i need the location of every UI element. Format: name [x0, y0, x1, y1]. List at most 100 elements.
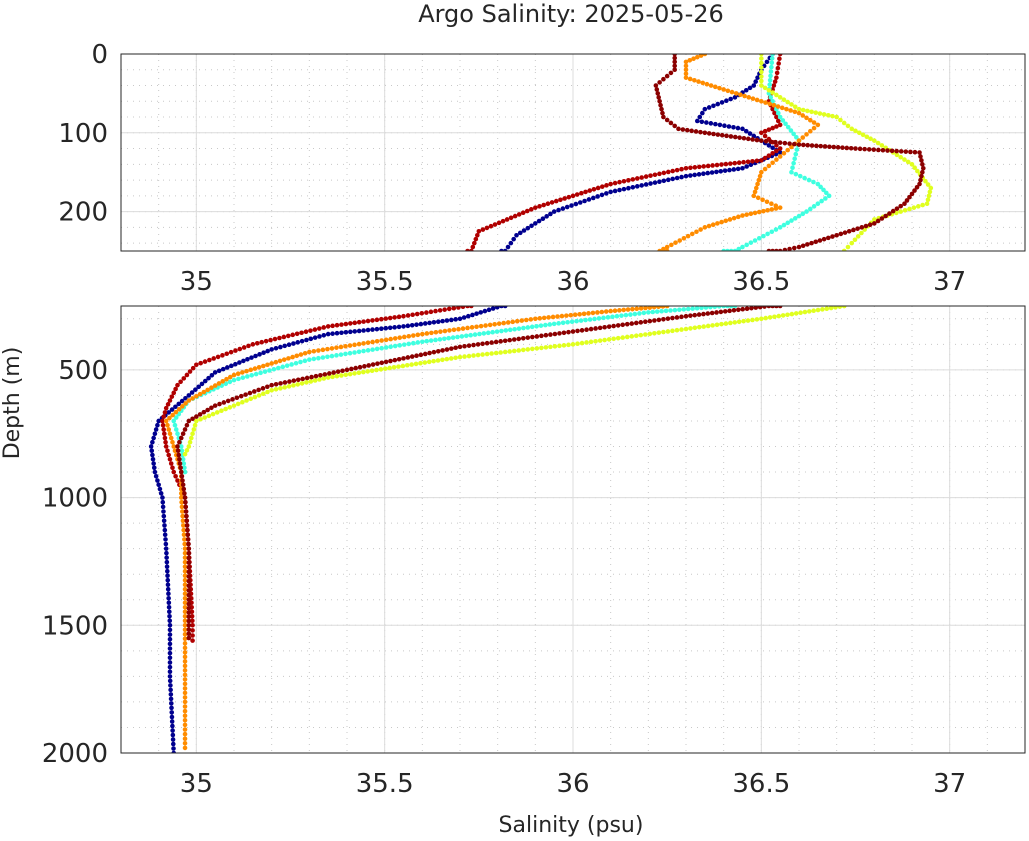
data-point: [722, 123, 727, 129]
data-point: [687, 76, 693, 82]
data-point: [788, 128, 794, 133]
data-point: [630, 184, 636, 190]
profile-series-0: [148, 306, 508, 753]
data-point: [650, 309, 656, 315]
data-point: [704, 120, 709, 125]
data-point: [405, 313, 411, 318]
data-point: [751, 83, 757, 88]
data-point: [792, 109, 798, 115]
data-point: [182, 704, 188, 709]
data-point: [537, 204, 542, 209]
data-point: [260, 363, 266, 369]
data-point: [785, 312, 790, 318]
data-point: [792, 104, 798, 110]
data-point: [182, 586, 188, 592]
data-point: [759, 74, 764, 79]
data-point: [875, 218, 881, 224]
data-point: [262, 369, 268, 374]
data-point: [579, 190, 584, 196]
data-point: [163, 405, 169, 411]
data-point: [701, 164, 707, 169]
data-point: [907, 206, 912, 212]
data-point: [673, 240, 678, 245]
data-point: [770, 306, 775, 309]
data-point: [284, 363, 290, 368]
data-point: [759, 169, 764, 175]
data-point: [581, 311, 587, 317]
data-point: [529, 324, 535, 330]
data-point: [273, 345, 279, 351]
data-point: [712, 306, 718, 310]
data-point: [759, 54, 764, 57]
data-point: [325, 354, 330, 360]
data-point: [176, 452, 182, 458]
data-point: [918, 177, 923, 183]
data-point: [334, 322, 340, 328]
data-point: [437, 308, 443, 313]
data-point: [791, 160, 796, 166]
data-point: [172, 422, 178, 428]
data-point: [793, 151, 799, 157]
data-point: [664, 73, 670, 79]
data-point: [767, 315, 773, 320]
data-point: [648, 181, 653, 186]
data-point: [784, 106, 789, 112]
data-point: [566, 194, 572, 200]
data-point: [225, 398, 231, 404]
data-point: [549, 200, 555, 205]
data-point: [181, 532, 187, 538]
data-point: [694, 306, 700, 311]
data-point: [347, 343, 353, 348]
data-point: [427, 320, 432, 326]
data-point: [864, 134, 870, 140]
data-point: [286, 384, 292, 389]
data-point: [180, 431, 186, 437]
data-point: [431, 358, 436, 364]
data-point: [776, 61, 781, 66]
data-point: [177, 439, 182, 445]
data-point: [794, 135, 799, 140]
data-point: [308, 336, 314, 342]
data-point: [186, 574, 192, 579]
data-point: [516, 212, 522, 217]
data-point: [670, 328, 675, 334]
data-point: [184, 523, 190, 528]
data-point: [719, 219, 724, 225]
data-point: [453, 345, 458, 351]
data-point: [330, 323, 335, 329]
data-point: [759, 130, 764, 136]
data-point: [325, 346, 330, 352]
data-point: [715, 101, 721, 107]
data-point: [370, 339, 375, 345]
data-point: [769, 56, 775, 61]
data-point: [814, 143, 819, 149]
data-point: [480, 227, 486, 232]
data-point: [182, 708, 188, 714]
data-point: [670, 315, 675, 321]
data-point: [196, 384, 201, 390]
data-point: [553, 198, 559, 204]
data-point: [444, 318, 450, 323]
data-point: [855, 234, 861, 239]
data-point: [606, 337, 612, 342]
data-point: [741, 318, 746, 324]
data-point: [486, 307, 492, 313]
data-point: [489, 340, 494, 345]
data-point: [767, 82, 773, 87]
x-axis-label: Salinity (psu): [499, 813, 644, 838]
data-point: [282, 343, 288, 349]
data-point: [533, 316, 538, 322]
data-point: [813, 110, 819, 115]
data-point: [683, 165, 689, 171]
data-point: [665, 177, 671, 183]
data-point: [420, 339, 425, 345]
data-point: [617, 187, 622, 193]
data-point: [171, 750, 177, 753]
data-point: [683, 59, 689, 65]
data-point: [177, 461, 183, 466]
data-point: [308, 379, 314, 384]
data-point: [745, 318, 751, 323]
data-point: [787, 246, 792, 251]
data-point: [299, 381, 305, 386]
data-point: [566, 329, 571, 335]
